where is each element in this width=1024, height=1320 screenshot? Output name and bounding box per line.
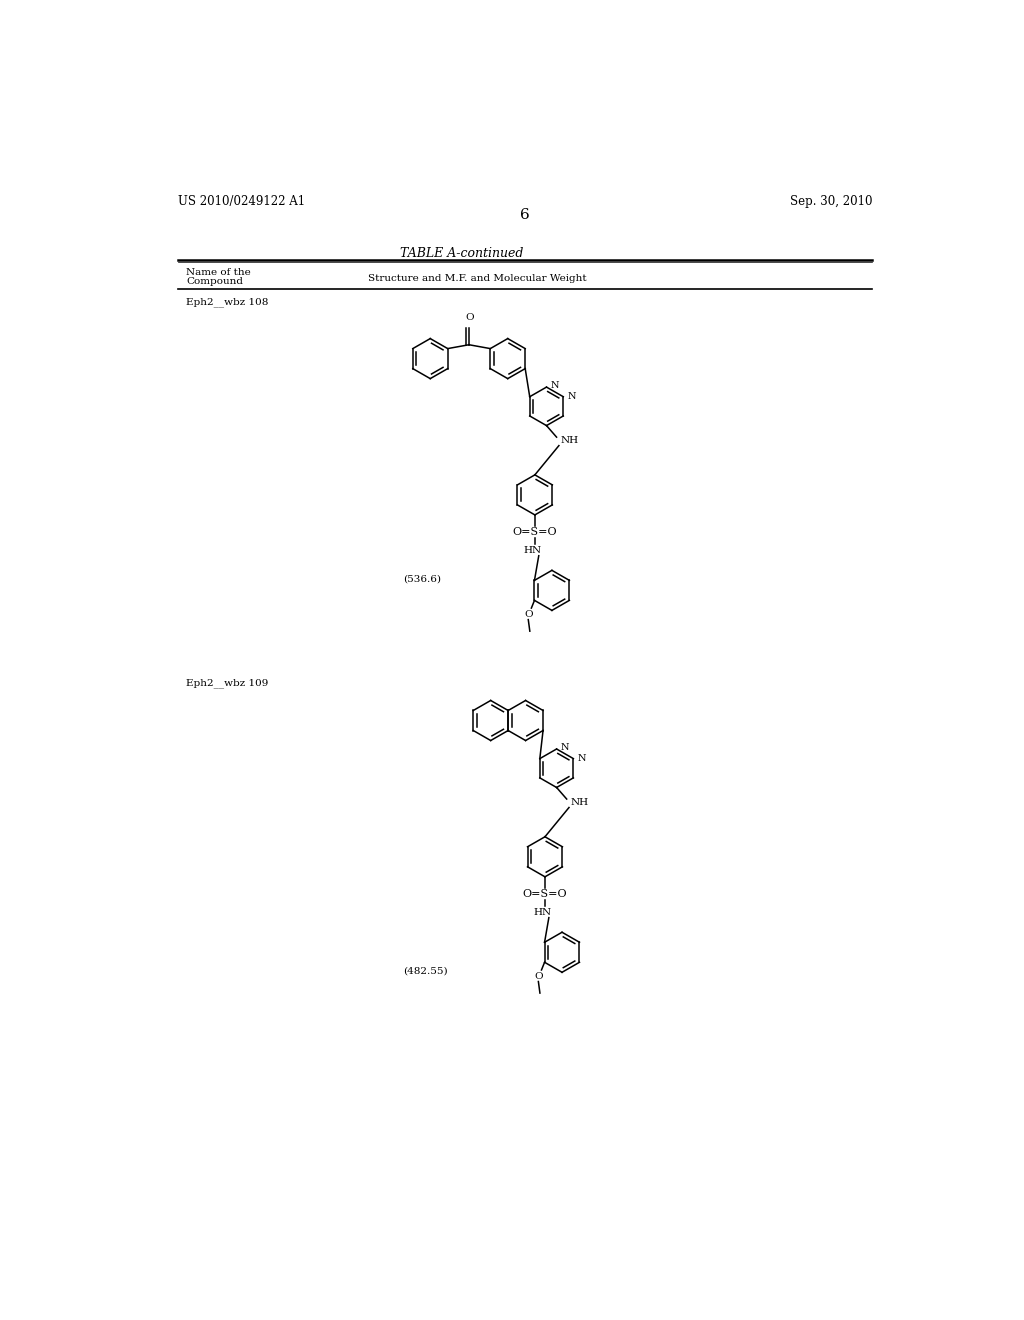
Text: Eph2__wbz 109: Eph2__wbz 109: [186, 678, 268, 688]
Text: O: O: [524, 610, 532, 619]
Text: US 2010/0249122 A1: US 2010/0249122 A1: [178, 195, 305, 209]
Text: O=S=O: O=S=O: [522, 888, 567, 899]
Text: NH: NH: [560, 437, 579, 445]
Text: 6: 6: [520, 209, 529, 223]
Text: Name of the: Name of the: [186, 268, 251, 277]
Text: O=S=O: O=S=O: [513, 527, 557, 537]
Text: HN: HN: [523, 546, 542, 554]
Text: O: O: [466, 313, 474, 322]
Text: N: N: [560, 743, 569, 752]
Text: N: N: [568, 392, 577, 401]
Text: NH: NH: [570, 799, 589, 808]
Text: Eph2__wbz 108: Eph2__wbz 108: [186, 297, 268, 306]
Text: (536.6): (536.6): [403, 574, 441, 583]
Text: Structure and M.F. and Molecular Weight: Structure and M.F. and Molecular Weight: [369, 275, 587, 282]
Text: Compound: Compound: [186, 277, 243, 286]
Text: Sep. 30, 2010: Sep. 30, 2010: [790, 195, 872, 209]
Text: (482.55): (482.55): [403, 966, 447, 975]
Text: TABLE A-continued: TABLE A-continued: [399, 247, 523, 260]
Text: O: O: [535, 972, 543, 981]
Text: N: N: [578, 754, 587, 763]
Text: HN: HN: [534, 908, 552, 916]
Text: N: N: [550, 381, 559, 389]
